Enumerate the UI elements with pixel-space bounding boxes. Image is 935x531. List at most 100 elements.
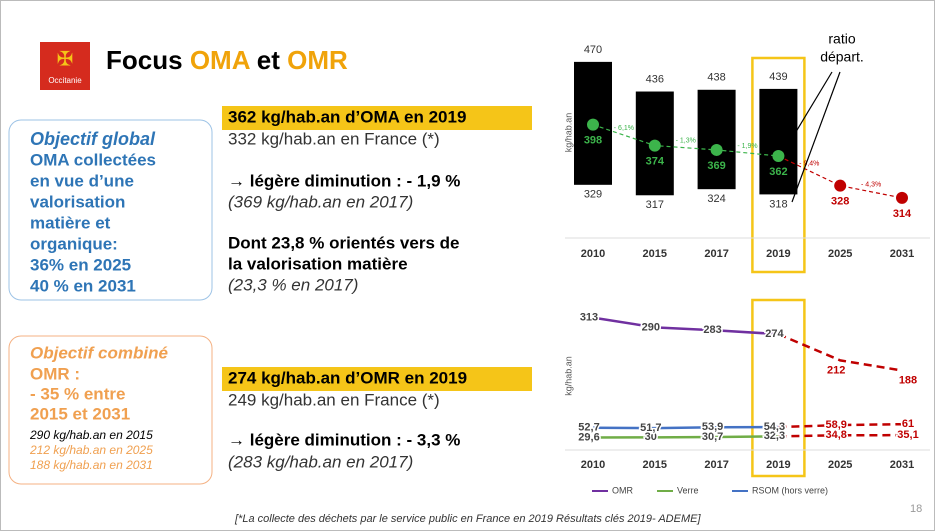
text: 362 kg/hab.an d’OMA en 2019 [228, 107, 466, 126]
change-label: - 4,3% [861, 182, 881, 189]
text: 212 kg/hab.an en 2025 [29, 443, 153, 457]
legend-label: RSOM (hors verre) [752, 485, 828, 495]
min-label: 318 [769, 198, 787, 210]
value-label: 34,8 [825, 429, 846, 441]
projection-line [777, 332, 903, 372]
value-label: 212 [827, 364, 845, 376]
y-axis-label: kg/hab.an [563, 113, 573, 153]
text: (283 kg/hab.an en 2017) [228, 452, 413, 471]
dot-label: 398 [584, 135, 602, 147]
logo [40, 42, 90, 90]
x-tick-label: 2019 [766, 459, 790, 471]
text: OMR : [30, 364, 80, 383]
value-label: 52,7 [578, 422, 599, 434]
x-tick-label: 2017 [704, 248, 728, 260]
text: Objectif combiné [30, 343, 168, 362]
value-label: 58,9 [825, 419, 846, 431]
y-axis-label: kg/hab.an [563, 356, 573, 396]
dot-label: 369 [707, 160, 725, 172]
projection-line [778, 422, 903, 429]
text: la valorisation matière [228, 254, 408, 273]
text: (23,3 % en 2017) [228, 275, 358, 294]
value-label: 313 [580, 312, 598, 324]
dot [772, 150, 785, 163]
series-line [592, 435, 779, 439]
text: → légère diminution : - 1,9 % [228, 171, 460, 190]
series-line [592, 316, 779, 336]
text: - 35 % entre [30, 384, 125, 403]
text: 188 kg/hab.an en 2031 [30, 458, 153, 472]
value-label: 61 [902, 418, 914, 430]
text: OMA collectées [30, 150, 156, 169]
annotation: ratio [828, 31, 855, 47]
min-label: 329 [584, 189, 602, 201]
min-label: 324 [707, 193, 725, 205]
annotation-arrow [791, 71, 841, 203]
dot [648, 139, 661, 152]
value-label: 29,6 [578, 431, 599, 443]
dot-label: 362 [769, 166, 787, 178]
series-line [592, 425, 779, 430]
text: Dont 23,8 % orientés vers de [228, 233, 459, 252]
change-label: - 1,3% [676, 138, 696, 145]
value-label: 283 [703, 324, 721, 336]
dot-label: 314 [893, 208, 912, 220]
x-tick-label: 2031 [890, 459, 914, 471]
projection-line [778, 433, 903, 438]
x-tick-label: 2010 [581, 248, 605, 260]
x-tick-label: 2019 [766, 248, 790, 260]
slide-title: Focus OMA et OMR [106, 45, 348, 75]
dot-label: 374 [646, 155, 665, 167]
text: → légère diminution : - 3,3 % [228, 430, 460, 449]
logo-cross: ✠ [57, 48, 74, 70]
x-tick-label: 2015 [643, 248, 667, 260]
value-label: 30,7 [702, 431, 723, 443]
text: 2015 et 2031 [30, 404, 130, 423]
dot [834, 179, 847, 192]
title-part: Focus [106, 45, 183, 75]
range-bar [697, 89, 736, 190]
highlight-frame [751, 298, 806, 478]
text: [*La collecte des déchets par le service… [234, 513, 701, 525]
x-tick-label: 2031 [890, 248, 914, 260]
value-label: 32,3 [764, 430, 785, 442]
text: matière et [30, 213, 111, 232]
value-label: 188 [899, 374, 917, 386]
x-tick-label: 2025 [828, 459, 852, 471]
value-label: 53,9 [702, 421, 723, 433]
value-label: 290 [642, 321, 660, 333]
highlight [222, 106, 532, 130]
max-label: 470 [584, 44, 602, 56]
projection-line [778, 155, 903, 199]
range-bar [759, 88, 798, 195]
text: 18 [910, 503, 922, 515]
annotation-arrow [784, 71, 833, 151]
text: valorisation [30, 192, 125, 211]
objective-box [8, 119, 213, 301]
title-part: OMA [190, 45, 251, 75]
text: 40 % en 2031 [30, 276, 136, 295]
title-part: OMR [287, 45, 348, 75]
min-label: 317 [646, 199, 664, 211]
highlight [222, 367, 532, 391]
text: 290 kg/hab.an en 2015 [29, 428, 153, 442]
text: 249 kg/hab.an en France (*) [228, 390, 440, 409]
max-label: 438 [707, 72, 725, 84]
annotation: départ. [820, 49, 864, 65]
highlight-frame [751, 56, 806, 274]
text: Objectif global [30, 129, 156, 149]
dot [896, 191, 908, 204]
dot-label: 328 [831, 196, 849, 208]
text: 36% en 2025 [30, 255, 131, 274]
max-label: 436 [646, 73, 664, 85]
text: 274 kg/hab.an d’OMR en 2019 [228, 368, 467, 387]
legend-label: Verre [677, 485, 699, 495]
title-part: et [257, 45, 280, 75]
objective-box [8, 335, 213, 485]
x-tick-label: 2017 [704, 459, 728, 471]
change-label: - 1,9% [737, 143, 757, 150]
x-tick-label: 2010 [581, 459, 605, 471]
value-label: 30 [645, 431, 657, 443]
